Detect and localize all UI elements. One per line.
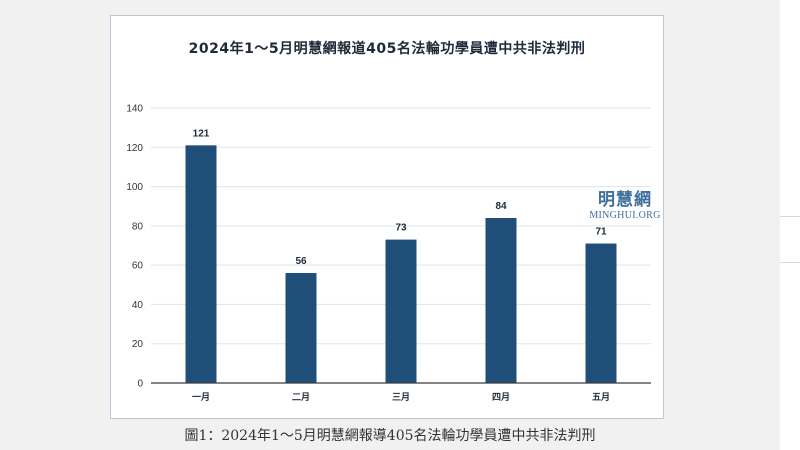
bar bbox=[385, 239, 417, 383]
x-category-label: 二月 bbox=[292, 392, 310, 403]
bar bbox=[185, 145, 217, 383]
right-side-divider bbox=[780, 216, 800, 217]
x-category-label: 五月 bbox=[592, 392, 610, 403]
bar bbox=[285, 273, 317, 383]
data-label: 84 bbox=[495, 201, 507, 212]
y-tick-label: 0 bbox=[137, 379, 143, 390]
right-side-panel bbox=[780, 0, 800, 450]
y-tick-label: 100 bbox=[126, 182, 143, 193]
y-tick-label: 120 bbox=[126, 143, 143, 154]
minghui-watermark: 明慧網 MINGHUI.ORG bbox=[585, 190, 665, 222]
chart-card: 2024年1～5月明慧網報道405名法輪功學員遭中共非法判刑 0 20 40 60 80… bbox=[110, 15, 664, 419]
x-category-label: 一月 bbox=[192, 392, 210, 403]
x-category-label: 三月 bbox=[392, 392, 410, 403]
y-tick-label: 20 bbox=[132, 339, 144, 350]
figure-caption: 圖1：2024年1～5月明慧網報導405名法輪功學員遭中共非法判刑 bbox=[184, 428, 596, 444]
y-tick-label: 80 bbox=[132, 221, 144, 232]
y-tick-label: 60 bbox=[132, 261, 144, 272]
data-label: 56 bbox=[295, 256, 307, 267]
data-label: 71 bbox=[595, 227, 607, 238]
bar bbox=[485, 218, 517, 383]
data-label: 121 bbox=[193, 128, 210, 139]
bar-chart: 0 20 40 60 80 100 120 140 121 一月 56 二月 73 三月 84 四月 71 五月 bbox=[126, 104, 651, 403]
right-side-divider bbox=[780, 262, 800, 263]
x-category-label: 四月 bbox=[492, 392, 510, 403]
y-tick-label: 140 bbox=[126, 104, 143, 115]
watermark-chinese-name: 明慧網 bbox=[598, 190, 652, 210]
watermark-english-name: MINGHUI.ORG bbox=[589, 210, 661, 221]
y-tick-label: 40 bbox=[132, 300, 144, 311]
bar bbox=[585, 243, 617, 383]
chart-title: 2024年1～5月明慧網報道405名法輪功學員遭中共非法判刑 bbox=[188, 41, 586, 57]
data-label: 73 bbox=[395, 223, 407, 234]
